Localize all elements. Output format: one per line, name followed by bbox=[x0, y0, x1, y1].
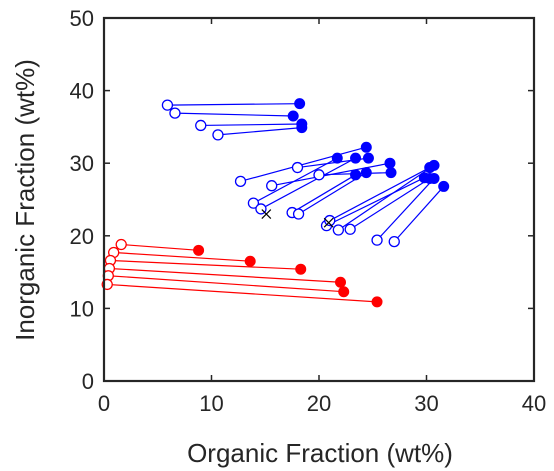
open-circle-point bbox=[332, 224, 345, 236]
connector-line bbox=[338, 164, 435, 231]
filled-circle-point bbox=[287, 110, 299, 122]
filled-circle-point bbox=[438, 180, 450, 192]
plot-area bbox=[101, 98, 450, 308]
filled-circle-point bbox=[362, 152, 374, 164]
filled-circle-point bbox=[244, 255, 256, 267]
open-circle-point bbox=[292, 208, 305, 220]
connector-line bbox=[326, 177, 425, 227]
filled-circle-point bbox=[335, 276, 346, 288]
connector-line bbox=[200, 123, 302, 127]
filled-circle-point bbox=[295, 263, 307, 275]
x-tick-label: 30 bbox=[414, 391, 438, 416]
filled-circle-point bbox=[360, 167, 372, 179]
filled-circle-point bbox=[428, 159, 440, 171]
filled-circle-point bbox=[385, 167, 397, 179]
open-circle-point bbox=[247, 197, 260, 209]
open-circle-point bbox=[371, 234, 383, 246]
connector-line bbox=[108, 275, 344, 293]
open-circle-point bbox=[169, 107, 181, 119]
connector-line bbox=[107, 283, 378, 303]
connector-line bbox=[217, 127, 302, 136]
connector-line bbox=[376, 178, 435, 241]
open-circle-point bbox=[291, 161, 304, 174]
filled-circle-point bbox=[350, 169, 362, 181]
y-tick-label: 40 bbox=[70, 79, 94, 104]
y-tick-label: 10 bbox=[70, 296, 94, 321]
filled-circle-point bbox=[193, 244, 205, 256]
x-tick-label: 20 bbox=[307, 391, 331, 416]
filled-circle-point bbox=[338, 286, 350, 298]
connector-line bbox=[393, 186, 445, 243]
cross-stroke bbox=[323, 217, 334, 228]
open-circle-point bbox=[161, 99, 174, 111]
filled-circle-point bbox=[428, 172, 440, 184]
filled-circle-point bbox=[296, 122, 308, 134]
open-circle-point bbox=[313, 169, 325, 181]
connector-line bbox=[113, 251, 251, 262]
cross-marker bbox=[323, 217, 334, 228]
connector-line bbox=[174, 112, 294, 117]
axes-box bbox=[102, 16, 536, 383]
connector-line bbox=[167, 103, 300, 106]
filled-circle-point bbox=[360, 141, 372, 153]
y-tick-label: 50 bbox=[70, 6, 94, 31]
y-tick-label: 20 bbox=[70, 224, 94, 249]
cross-marker bbox=[261, 209, 272, 219]
connector-line bbox=[349, 177, 431, 230]
filled-circle-point bbox=[384, 157, 396, 169]
filled-circle-point bbox=[371, 296, 383, 308]
open-circle-point bbox=[195, 119, 207, 132]
connector-line bbox=[240, 146, 367, 182]
axes: 0 10 20 30 40 0 10 20 30 40 50 bbox=[70, 6, 547, 416]
connector-line bbox=[110, 259, 301, 270]
connector-line bbox=[291, 174, 356, 214]
cross-stroke bbox=[261, 209, 272, 219]
connector-line bbox=[109, 267, 341, 283]
filled-circle-point bbox=[350, 152, 362, 164]
x-tick-label: 10 bbox=[199, 391, 223, 416]
open-circle-point bbox=[212, 129, 224, 141]
connector-line bbox=[121, 243, 199, 251]
x-axis-label: Organic Fraction (wt%) bbox=[187, 438, 453, 468]
open-circle-point bbox=[344, 223, 356, 235]
filled-circle-point bbox=[331, 152, 343, 164]
connector-line bbox=[329, 167, 431, 222]
open-circle-point bbox=[234, 175, 247, 188]
y-tick-label: 30 bbox=[70, 151, 94, 176]
filled-circle-point bbox=[294, 98, 306, 110]
open-circle-point bbox=[115, 238, 127, 251]
open-circle-point bbox=[388, 235, 400, 248]
y-tick-label: 0 bbox=[82, 369, 94, 394]
open-circle-point bbox=[324, 214, 336, 227]
x-tick-label: 40 bbox=[522, 391, 546, 416]
connector-line bbox=[260, 157, 356, 210]
x-tick-label: 0 bbox=[98, 391, 110, 416]
open-circle-point bbox=[266, 180, 278, 192]
y-axis-label: Inorganic Fraction (wt%) bbox=[10, 59, 40, 341]
